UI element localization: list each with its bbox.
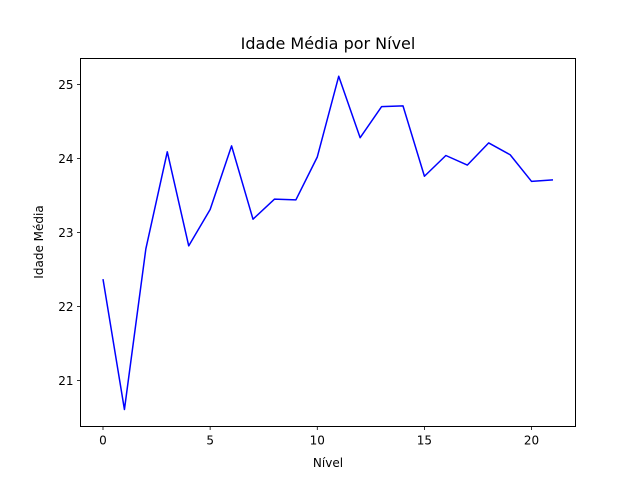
chart-title: Idade Média por Nível bbox=[241, 34, 416, 53]
x-tick-label: 0 bbox=[99, 434, 107, 448]
x-tick-label: 15 bbox=[417, 434, 432, 448]
x-axis-label: Nível bbox=[313, 456, 343, 470]
x-tick-label: 5 bbox=[206, 434, 214, 448]
x-axis-ticks: 0 5 10 15 20 bbox=[99, 426, 539, 448]
y-axis-label: Idade Média bbox=[32, 205, 46, 278]
x-tick-label: 10 bbox=[310, 434, 325, 448]
y-tick-label: 24 bbox=[58, 152, 73, 166]
y-axis-ticks: 21 22 23 24 25 bbox=[58, 78, 81, 388]
plot-area bbox=[102, 75, 554, 411]
y-tick-label: 23 bbox=[58, 226, 73, 240]
y-tick-label: 21 bbox=[58, 374, 73, 388]
series-line-0 bbox=[102, 75, 554, 411]
plot-frame bbox=[80, 58, 576, 427]
y-tick-label: 22 bbox=[58, 300, 73, 314]
x-tick-label: 20 bbox=[524, 434, 539, 448]
y-tick-label: 25 bbox=[58, 78, 73, 92]
